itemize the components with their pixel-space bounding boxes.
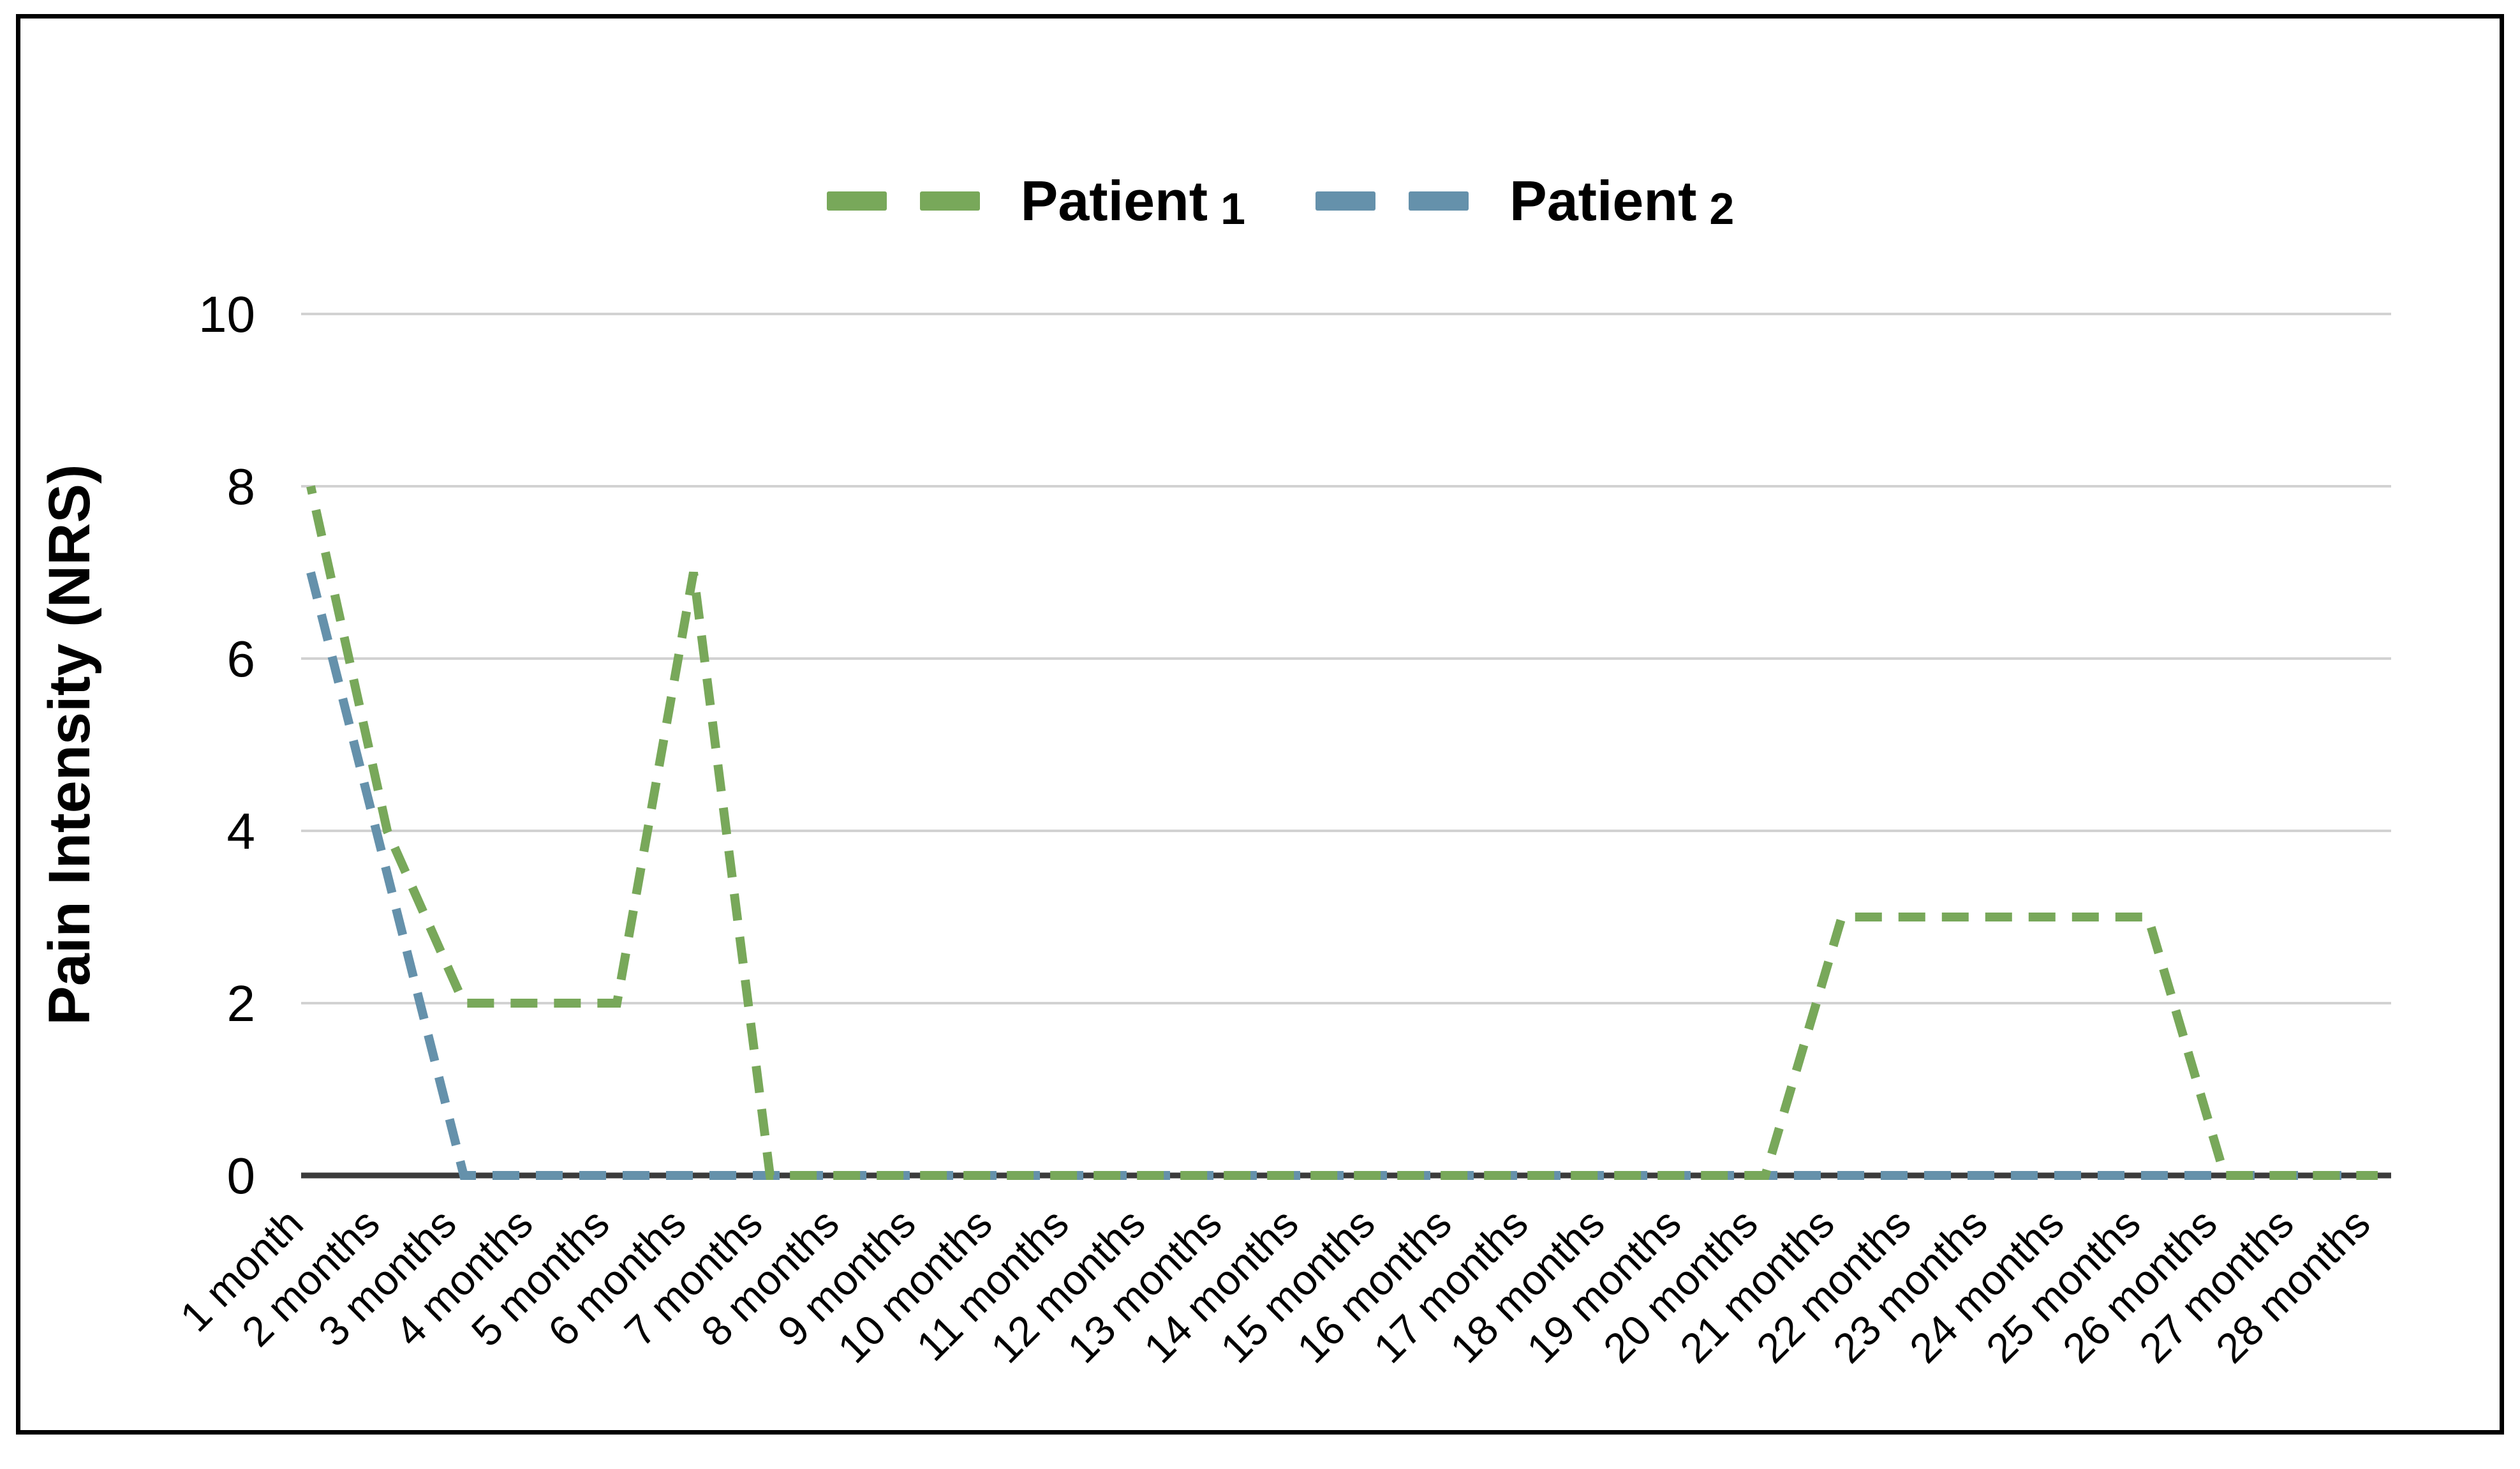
legend-number: 1	[1220, 184, 1245, 234]
legend: Patient 1 Patient 2	[20, 168, 2520, 234]
dash-icon	[1316, 191, 1375, 211]
gridlines	[301, 313, 2391, 1004]
series-lines	[306, 485, 2378, 1180]
y-axis-tick-labels: 0 2 4 6 8 10	[198, 286, 255, 1204]
y-tick-label: 8	[227, 458, 256, 515]
y-axis-title: Pain Intensity (NRS)	[37, 464, 102, 1025]
dash-icon	[1409, 191, 1469, 211]
legend-item-patient-1: Patient 1	[826, 168, 1245, 234]
legend-text: Patient	[1020, 169, 1208, 232]
legend-text: Patient	[1509, 169, 1697, 232]
y-tick-label: 0	[227, 1147, 256, 1204]
y-tick-label: 6	[227, 630, 256, 687]
legend-item-patient-2: Patient 2	[1316, 168, 1734, 234]
dash-icon	[826, 191, 887, 211]
dash-icon	[919, 191, 980, 211]
patient-1-dashed-line-swatch	[826, 191, 980, 211]
series-line-patient-1	[306, 485, 2378, 1180]
y-tick-label: 4	[227, 803, 256, 860]
legend-label-patient-1: Patient 1	[1021, 168, 1245, 234]
series-line-patient-2	[306, 571, 2378, 1180]
patient-2-dashed-line-swatch	[1316, 191, 1469, 211]
y-tick-label: 10	[198, 286, 255, 343]
figure-frame: Patient 1 Patient 2 0 2 4 6 8 10 1 month 2 month…	[16, 14, 2504, 1435]
legend-number: 2	[1709, 184, 1735, 234]
y-tick-label: 2	[227, 975, 256, 1032]
legend-label-patient-2: Patient 2	[1509, 168, 1734, 234]
